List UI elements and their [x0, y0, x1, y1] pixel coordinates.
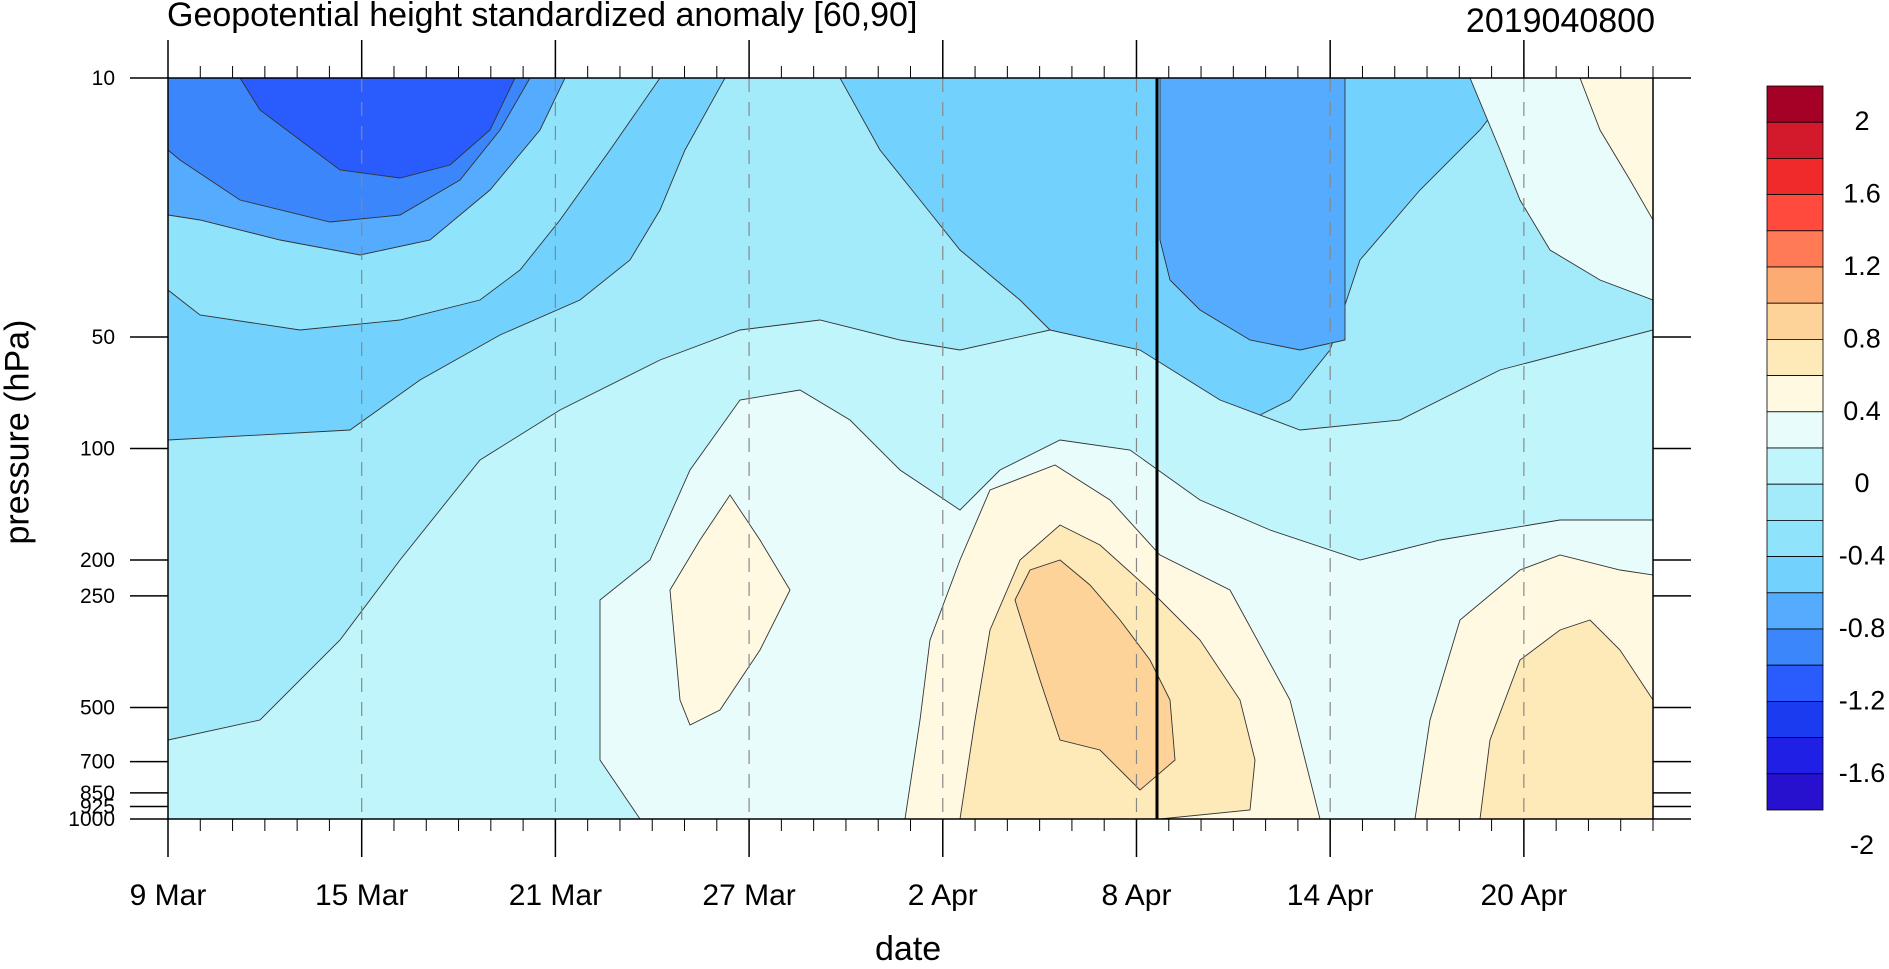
y-tick-label: 100	[80, 438, 115, 461]
x-tick-label: 15 Mar	[315, 879, 408, 912]
contour-fills	[168, 78, 1653, 819]
contour-pos04-left	[669, 494, 791, 726]
x-tick-label: 9 Mar	[130, 879, 207, 912]
contour-level-neg20	[239, 78, 516, 179]
x-tick-label: 20 Apr	[1481, 879, 1568, 912]
colorbar-swatch	[1766, 338, 1824, 376]
y-tick-label: 1000	[68, 808, 115, 831]
x-tick-label: 14 Apr	[1287, 879, 1374, 912]
contour-pos08-right	[1479, 619, 1653, 819]
colorbar-swatch	[1766, 157, 1824, 195]
colorbar-swatch	[1766, 773, 1824, 811]
colorbar-label: 2	[1854, 106, 1869, 136]
colorbar-swatch	[1766, 520, 1824, 558]
colorbar-swatch	[1766, 628, 1824, 666]
y-tick-label: 850	[80, 782, 115, 805]
colorbar-label: -0.4	[1839, 541, 1886, 571]
colorbar-label: 0.8	[1843, 323, 1881, 353]
colorbar-swatch	[1766, 194, 1824, 232]
colorbar-label: -2	[1850, 830, 1874, 860]
colorbar-swatch	[1766, 375, 1824, 413]
colorbar-label: 0	[1854, 468, 1869, 498]
y-tick-label: 10	[92, 67, 115, 90]
x-tick-label: 2 Apr	[908, 879, 978, 912]
y-tick-label: 250	[80, 585, 115, 608]
x-tick-label: 8 Apr	[1101, 879, 1171, 912]
colorbar-swatch	[1766, 447, 1824, 485]
colorbar-label: 1.6	[1843, 179, 1881, 209]
chart-title: Geopotential height standardized anomaly…	[167, 0, 918, 34]
x-axis-label: date	[875, 930, 942, 968]
colorbar-swatch	[1766, 230, 1824, 268]
chart-date-stamp: 2019040800	[1465, 2, 1655, 40]
x-tick-label: 27 Mar	[702, 879, 795, 912]
x-axis-tick-labels: 9 Mar 15 Mar 21 Mar 27 Mar 2 Apr 8 Apr 14 Apr 2…	[130, 879, 1568, 912]
date-gridlines	[361, 78, 1525, 819]
x-axis-ticks	[167, 40, 1654, 857]
colorbar-label: -1.6	[1839, 758, 1886, 788]
y-tick-label: 200	[80, 549, 115, 572]
colorbar-swatch	[1766, 302, 1824, 340]
colorbar-swatch	[1766, 556, 1824, 594]
colorbar-label: -0.8	[1839, 613, 1886, 643]
colorbar-swatch	[1766, 411, 1824, 449]
y-tick-label: 500	[80, 696, 115, 719]
colorbar-label: 0.4	[1843, 396, 1881, 426]
colorbar-swatch	[1766, 266, 1824, 304]
y-tick-label: 700	[80, 751, 115, 774]
colorbar-label: -1.2	[1839, 685, 1886, 715]
contour-neg12-right	[1159, 78, 1346, 351]
contour-pos12-mid	[1014, 559, 1176, 791]
colorbar-swatch	[1766, 592, 1824, 630]
colorbar-swatch	[1766, 737, 1824, 775]
colorbar-swatch	[1766, 664, 1824, 702]
contour-pos04-topright	[1579, 78, 1653, 221]
colorbar-swatch	[1766, 121, 1824, 159]
x-tick-label: 21 Mar	[509, 879, 602, 912]
colorbar: 2 1.6 1.2 0.8 0.4 0 -0.4 -0.8 -1.2 -1.6 -2	[1766, 85, 1886, 860]
y-tick-label: 925	[80, 795, 115, 818]
colorbar-swatch	[1766, 701, 1824, 739]
y-tick-label: 50	[92, 326, 115, 349]
colorbar-label: 1.2	[1843, 251, 1881, 281]
colorbar-swatch	[1766, 85, 1824, 123]
colorbar-swatch	[1766, 483, 1824, 521]
